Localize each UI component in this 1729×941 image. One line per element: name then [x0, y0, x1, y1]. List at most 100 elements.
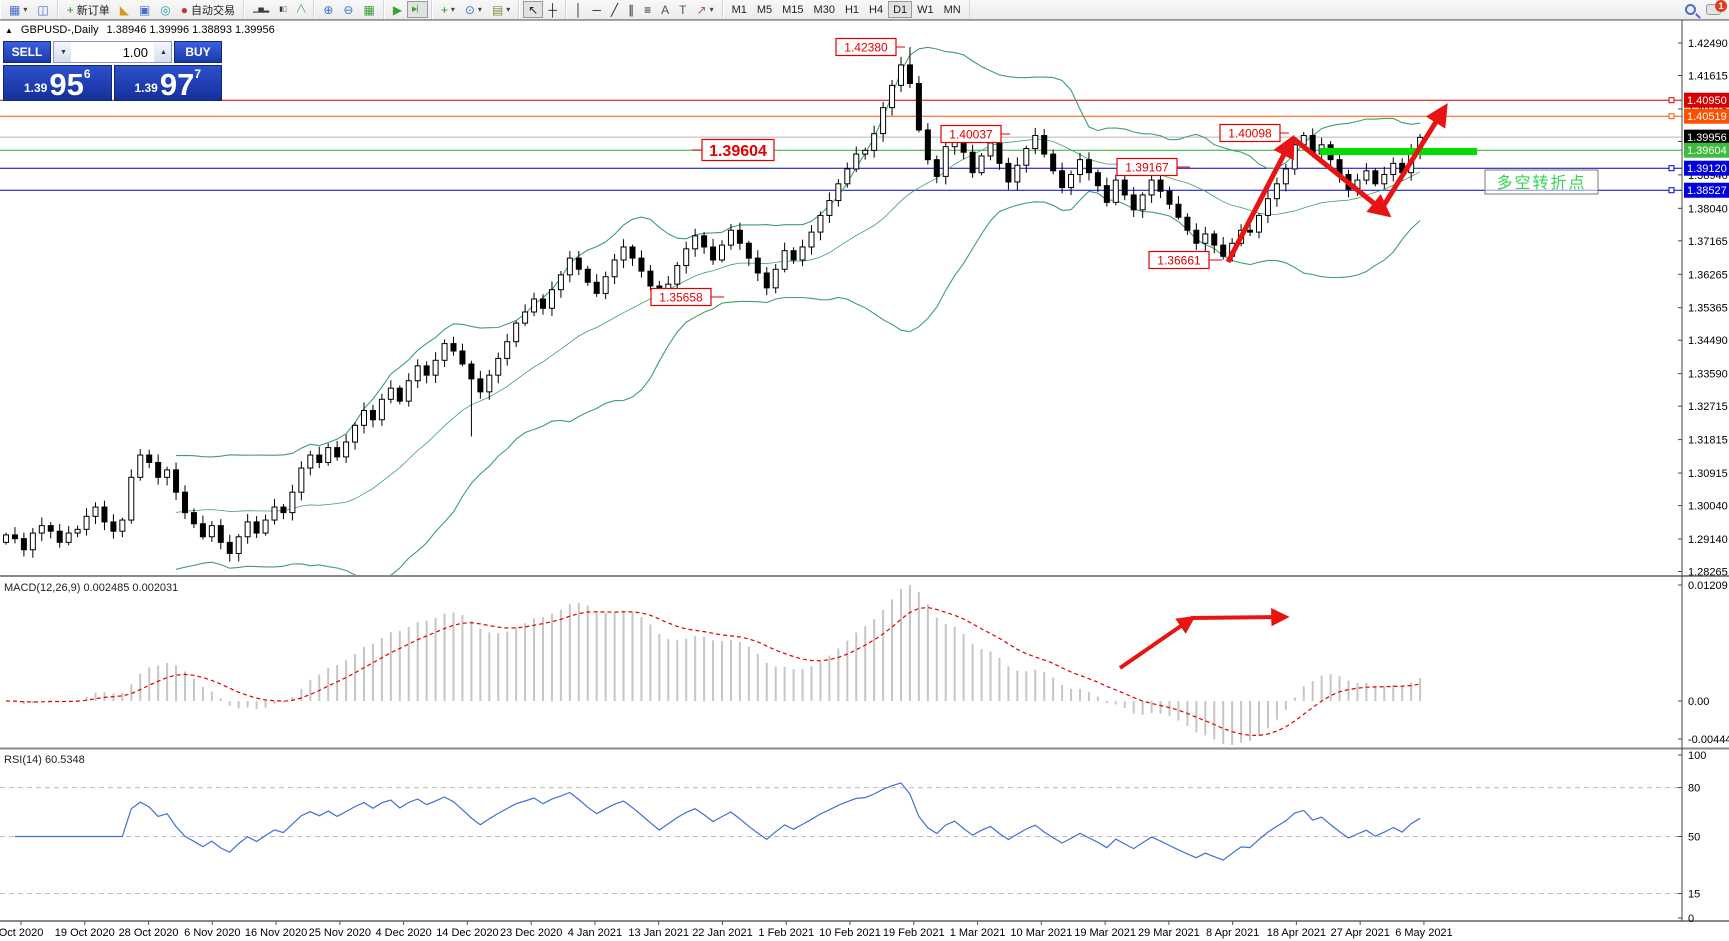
- autotrading-button[interactable]: ● 自动交易: [176, 1, 240, 18]
- toolbar: ▦ ▾ ◫ + 新订单 ◣ ▣ ◎ ● 自动交易 ▁▅▂ ▮▯ ╱╲ ⊕ ⊖ ▦ ▶ ▶▏ + ▾ ⊙ ▾ ▤ ▾ ↖ ┼ │ ─ ╱ ∥…: [0, 0, 1729, 20]
- buy-price-sup: 7: [194, 67, 202, 81]
- svg-text:0.01209: 0.01209: [1688, 580, 1728, 592]
- print-preview-button[interactable]: ◫: [32, 1, 53, 18]
- svg-text:25 Nov 2020: 25 Nov 2020: [309, 927, 371, 939]
- svg-text:1.39604: 1.39604: [1687, 145, 1727, 157]
- arrows-button[interactable]: ↗ ▾: [692, 1, 719, 18]
- timeframe-M30-button[interactable]: M30: [809, 1, 840, 18]
- auto-scroll-button[interactable]: ▶: [388, 1, 407, 18]
- macd-pane[interactable]: [5, 585, 1422, 745]
- chart-shift-button[interactable]: ▶▏: [407, 1, 428, 18]
- line-chart-button[interactable]: ╱╲: [292, 1, 310, 18]
- candles: [3, 47, 1424, 562]
- sonar-button[interactable]: ◎: [155, 1, 175, 18]
- zoom-out-icon: ⊖: [343, 2, 354, 17]
- buy-button[interactable]: BUY: [174, 41, 222, 63]
- equidistant-channel-button[interactable]: ∥: [623, 1, 639, 18]
- chevron-down-icon: ▾: [709, 5, 714, 14]
- svg-text:27 Apr 2021: 27 Apr 2021: [1330, 927, 1389, 939]
- timeframe-MN-button[interactable]: MN: [939, 1, 966, 18]
- zoom-in-button[interactable]: ⊕: [318, 1, 338, 18]
- autotrading-icon: ●: [180, 2, 189, 17]
- svg-text:4 Jan 2021: 4 Jan 2021: [568, 927, 622, 939]
- buy-price-quote[interactable]: 1.39 97 7: [113, 65, 222, 101]
- horizontal-lines[interactable]: [0, 97, 1682, 194]
- indicators-button[interactable]: + ▾: [436, 1, 460, 18]
- sell-price-quote[interactable]: 1.39 95 6: [3, 65, 112, 101]
- tile-windows-icon: ▦: [363, 2, 375, 17]
- main-pane[interactable]: [3, 46, 1424, 579]
- timeframe-H1-button[interactable]: H1: [840, 1, 864, 18]
- bar-chart-button[interactable]: ▁▅▂: [248, 1, 274, 18]
- svg-text:10 Feb 2021: 10 Feb 2021: [819, 927, 881, 939]
- price-labels[interactable]: 1.42380 1.40037 1.40098 1.39604 1.39167 1.366…: [650, 37, 1289, 307]
- text-button[interactable]: A: [656, 1, 674, 18]
- price-tag: [1684, 108, 1729, 124]
- templates-icon: ▤: [491, 2, 504, 17]
- timeframe-M1-button[interactable]: M1: [727, 1, 752, 18]
- button-label: D1: [893, 3, 908, 16]
- svg-text:29 Mar 2021: 29 Mar 2021: [1138, 927, 1200, 939]
- zoom-out-button[interactable]: ⊖: [338, 1, 358, 18]
- svg-text:1.33590: 1.33590: [1688, 369, 1728, 381]
- svg-text:-0.004446: -0.004446: [1688, 734, 1729, 746]
- trend-arrows[interactable]: [1225, 103, 1448, 264]
- price-tag: [1684, 129, 1729, 145]
- toolbar-group-scroll: ▶ ▶▏: [383, 0, 432, 19]
- svg-text:1.31815: 1.31815: [1688, 435, 1728, 447]
- date-axis[interactable]: Oct 2020 19 Oct 2020 28 Oct 2020 6 Nov 2020…: [0, 921, 1453, 939]
- crosshair-button[interactable]: ┼: [543, 1, 562, 18]
- svg-text:13 Jan 2021: 13 Jan 2021: [628, 927, 689, 939]
- notification-badge: 1: [1715, 0, 1727, 12]
- fibonacci-button[interactable]: ≡: [639, 1, 656, 18]
- horizontal-line-button[interactable]: ─: [587, 1, 606, 18]
- price-tag: [1684, 92, 1729, 108]
- svg-text:1.41615: 1.41615: [1688, 71, 1728, 83]
- bar-chart-icon: ▁▅▂: [253, 5, 270, 13]
- note-annotation[interactable]: 多空转折点: [1484, 169, 1599, 195]
- trendline-button[interactable]: ╱: [606, 1, 623, 18]
- chart-window-button[interactable]: ▦ ▾: [4, 1, 32, 18]
- timeframe-D1-button[interactable]: D1: [888, 1, 913, 18]
- timeframe-W1-button[interactable]: W1: [912, 1, 939, 18]
- svg-text:1.29140: 1.29140: [1688, 534, 1728, 546]
- chart-canvas[interactable]: 1.42380 1.40037 1.40098 1.39604 1.39167 1.366…: [0, 20, 1729, 941]
- megaphone-button[interactable]: ◣: [115, 1, 134, 18]
- cursor-button[interactable]: ↖: [523, 1, 544, 18]
- rsi-label: RSI(14) 60.5348: [4, 754, 85, 766]
- svg-text:23 Dec 2020: 23 Dec 2020: [500, 927, 562, 939]
- svg-text:1.42380: 1.42380: [844, 41, 888, 55]
- svg-text:14 Dec 2020: 14 Dec 2020: [436, 927, 498, 939]
- svg-text:0: 0: [1688, 913, 1694, 925]
- text-label-button[interactable]: T: [674, 1, 691, 18]
- button-label: M15: [782, 3, 804, 16]
- volume-increase-button[interactable]: ▲: [154, 42, 171, 62]
- svg-text:1.37165: 1.37165: [1688, 236, 1728, 248]
- rsi-pane[interactable]: [0, 782, 1682, 895]
- price-tag: [1684, 182, 1729, 198]
- panel-collapse-icon[interactable]: ▲: [5, 25, 13, 35]
- svg-text:8 Apr 2021: 8 Apr 2021: [1206, 927, 1259, 939]
- templates-button[interactable]: ▤ ▾: [487, 1, 515, 18]
- svg-text:1.35658: 1.35658: [659, 291, 703, 305]
- timeframe-M15-button[interactable]: M15: [777, 1, 808, 18]
- sell-button[interactable]: SELL: [3, 41, 51, 63]
- terminal-monitor-button[interactable]: ▣: [134, 1, 155, 18]
- notifications-icon[interactable]: 1: [1706, 0, 1727, 15]
- periods-button[interactable]: ⊙ ▾: [460, 1, 487, 18]
- vertical-line-icon: │: [574, 2, 583, 17]
- timeframe-H4-button[interactable]: H4: [864, 1, 888, 18]
- auto-scroll-icon: ▶: [392, 2, 403, 17]
- search-icon[interactable]: [1685, 4, 1696, 15]
- volume-decrease-button[interactable]: ▼: [54, 42, 71, 62]
- volume-input[interactable]: [71, 42, 154, 62]
- vertical-line-button[interactable]: │: [570, 1, 588, 18]
- tile-windows-button[interactable]: ▦: [358, 1, 379, 18]
- button-label: MN: [943, 3, 961, 16]
- timeframe-M5-button[interactable]: M5: [752, 1, 777, 18]
- new-order-button[interactable]: + 新订单: [62, 1, 115, 18]
- candlestick-chart-button[interactable]: ▮▯: [274, 1, 292, 18]
- line-anchor-handle: [1668, 165, 1675, 172]
- svg-text:28 Oct 2020: 28 Oct 2020: [119, 927, 179, 939]
- support-zone-bar[interactable]: [1320, 148, 1477, 155]
